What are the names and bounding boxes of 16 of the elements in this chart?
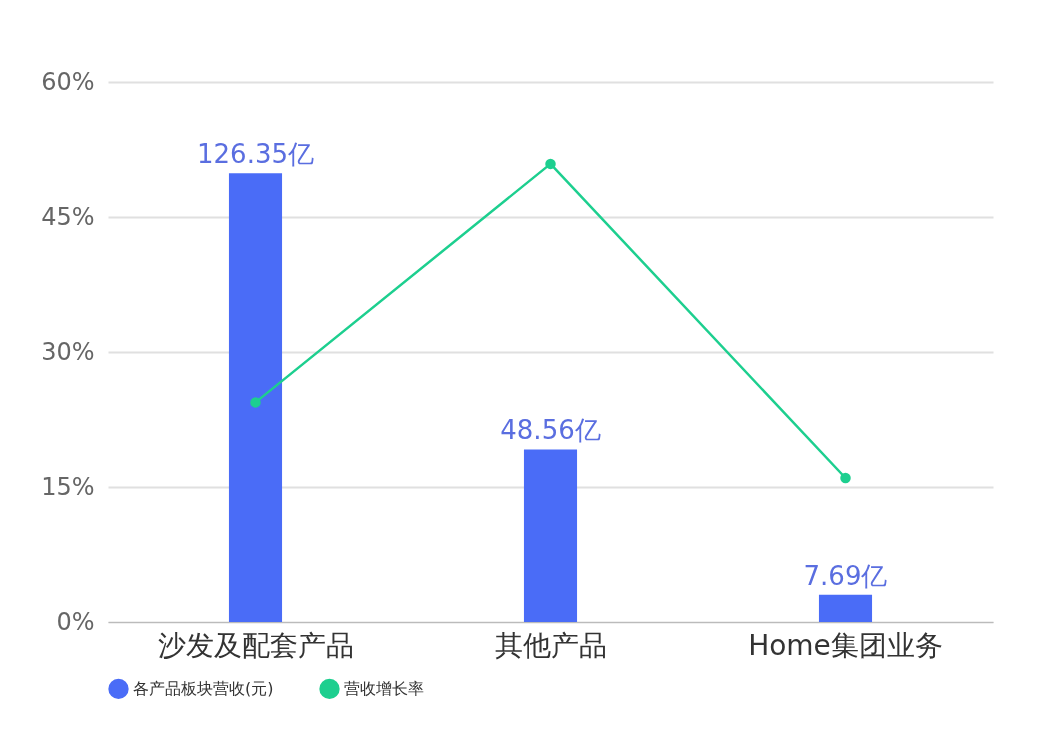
x-tick-label: Home集团业务 xyxy=(748,628,943,662)
y-tick-label: 15% xyxy=(41,472,95,501)
legend-label: 各产品板块营收(元) xyxy=(133,678,274,698)
y-tick-label: 30% xyxy=(41,337,95,366)
legend-label: 营收增长率 xyxy=(344,678,424,698)
data-label: 7.69亿 xyxy=(803,560,888,591)
point xyxy=(545,158,556,170)
y-tick-label: 60% xyxy=(41,67,95,96)
data-label: 48.56亿 xyxy=(500,415,601,446)
data-label: 126.35亿 xyxy=(197,139,314,170)
y-tick-label: 0% xyxy=(56,607,95,636)
y-tick-label: 45% xyxy=(41,202,95,231)
x-tick-label: 其他产品 xyxy=(494,628,607,662)
point xyxy=(250,397,261,408)
x-tick-label: 沙发及配套产品 xyxy=(157,628,354,662)
point xyxy=(840,472,851,484)
